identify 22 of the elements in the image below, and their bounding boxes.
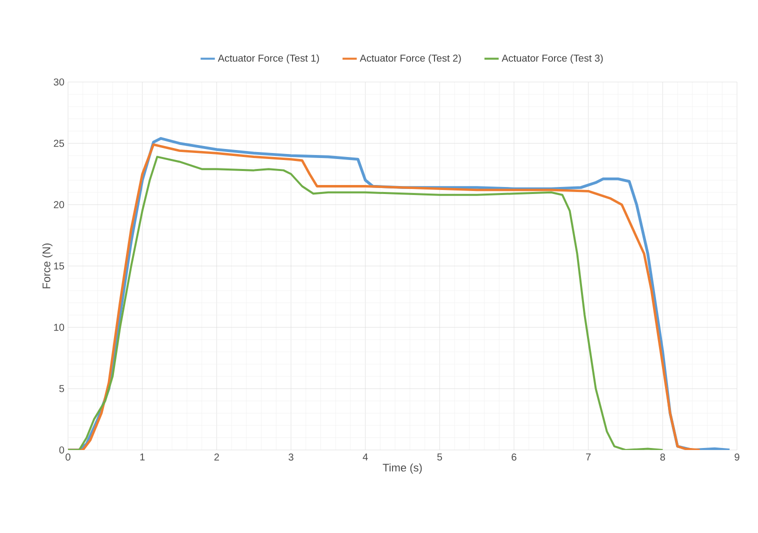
x-tick-label: 2 <box>214 454 219 460</box>
x-tick-label: 0 <box>66 454 70 461</box>
x-tick-label: 1 <box>140 454 145 460</box>
x-axis-title: Time (s) <box>382 463 422 474</box>
y-tick-label: 20 <box>54 201 64 208</box>
y-tick-label: 0 <box>59 446 64 454</box>
x-tick-label: 3 <box>288 454 294 461</box>
y-tick-label: 5 <box>59 385 64 392</box>
x-tick-label: 8 <box>660 454 666 461</box>
x-tick-label: 5 <box>437 454 442 460</box>
legend-label: Actuator Force (Test 3) <box>502 54 603 64</box>
y-tick-label: 30 <box>54 78 64 86</box>
x-tick-label: 7 <box>586 454 591 460</box>
legend-label: Actuator Force (Test 2) <box>360 54 461 64</box>
y-tick-label: 25 <box>54 140 64 147</box>
x-tick-label: 4 <box>362 454 368 460</box>
y-tick-label: 15 <box>54 262 64 270</box>
y-axis-title: Force (N) <box>42 243 52 288</box>
y-tick-label: 10 <box>54 324 64 331</box>
x-tick-label: 6 <box>512 454 516 461</box>
legend-label: Actuator Force (Test 1) <box>218 54 319 64</box>
x-tick-label: 9 <box>734 454 740 461</box>
